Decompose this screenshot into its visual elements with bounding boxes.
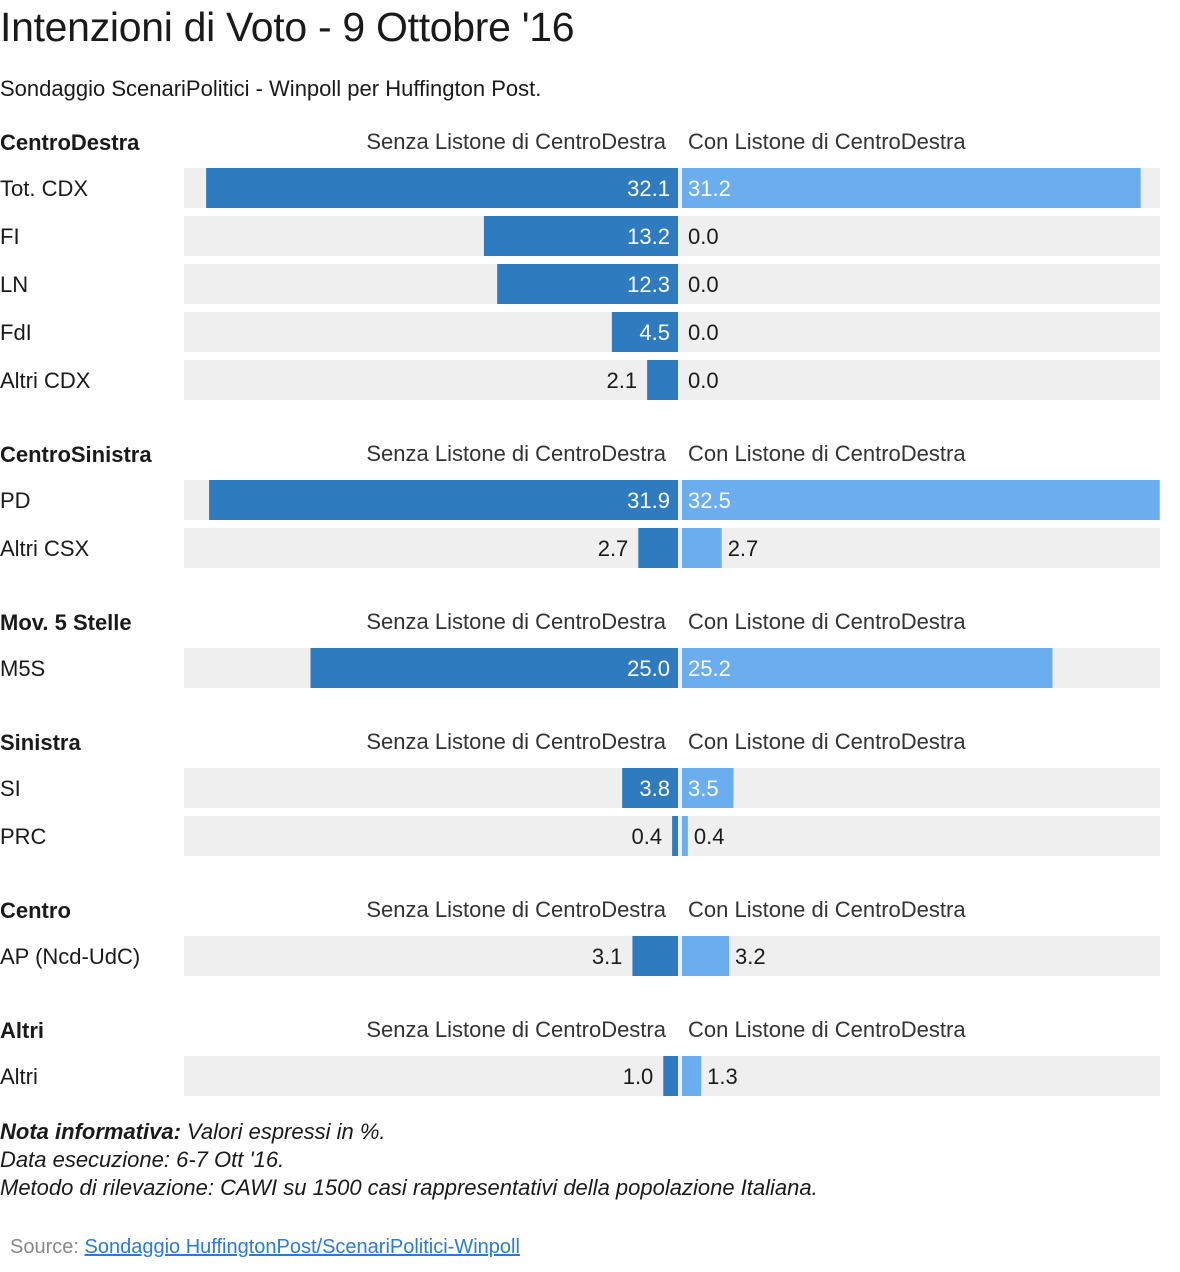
value-label-left: 31.9 — [627, 488, 670, 513]
source-link[interactable]: Sondaggio HuffingtonPost/ScenariPolitici… — [84, 1236, 520, 1258]
note-line1: Valori espressi in %. — [187, 1119, 386, 1144]
bar-track — [184, 816, 1160, 856]
row-label: Altri CDX — [0, 368, 91, 393]
group-label: Sinistra — [0, 730, 81, 755]
group-label: Centro — [0, 898, 71, 923]
value-label-right: 2.7 — [728, 536, 759, 561]
bar-left — [622, 768, 678, 808]
bar-left — [647, 360, 678, 400]
series-header-right: Con Listone di CentroDestra — [688, 897, 966, 922]
row-label: LN — [0, 272, 28, 297]
value-label-right: 0.0 — [688, 224, 719, 249]
bar-left — [206, 168, 678, 208]
value-label-left: 25.0 — [627, 656, 670, 681]
value-label-right: 0.0 — [688, 368, 719, 393]
series-header-left: Senza Listone di CentroDestra — [366, 609, 666, 634]
bar-left — [611, 312, 678, 352]
series-header-left: Senza Listone di CentroDestra — [366, 897, 666, 922]
bar-left — [632, 936, 678, 976]
bar-right — [682, 1056, 702, 1096]
value-label-left: 4.5 — [639, 320, 670, 345]
note-line2: Data esecuzione: 6-7 Ott '16. — [0, 1147, 285, 1172]
bar-right — [682, 768, 734, 808]
series-header-right: Con Listone di CentroDestra — [688, 1017, 966, 1042]
value-label-right: 1.3 — [707, 1064, 738, 1089]
bar-left — [310, 648, 678, 688]
info-note: Nota informativa: Valori espressi in %. … — [0, 1118, 818, 1202]
bar-right — [682, 168, 1141, 208]
value-label-right: 31.2 — [688, 176, 731, 201]
value-label-right: 3.2 — [735, 944, 766, 969]
row-label: SI — [0, 776, 21, 801]
bar-left — [483, 216, 678, 256]
value-label-right: 32.5 — [688, 488, 731, 513]
note-label: Nota informativa: — [0, 1119, 181, 1144]
value-label-left: 3.1 — [592, 944, 623, 969]
row-label: M5S — [0, 656, 45, 681]
value-label-left: 13.2 — [627, 224, 670, 249]
row-label: Tot. CDX — [0, 176, 88, 201]
note-line3: Metodo di rilevazione: CAWI su 1500 casi… — [0, 1175, 818, 1200]
value-label-right: 0.4 — [694, 824, 725, 849]
value-label-left: 3.8 — [639, 776, 670, 801]
series-header-left: Senza Listone di CentroDestra — [366, 729, 666, 754]
row-label: PRC — [0, 824, 47, 849]
bar-left — [638, 528, 678, 568]
value-label-left: 32.1 — [627, 176, 670, 201]
group-label: CentroDestra — [0, 130, 140, 155]
series-header-right: Con Listone di CentroDestra — [688, 129, 966, 154]
row-label: Altri CSX — [0, 536, 90, 561]
source-label: Source: — [10, 1236, 79, 1258]
series-header-right: Con Listone di CentroDestra — [688, 609, 966, 634]
value-label-left: 1.0 — [623, 1064, 654, 1089]
bar-right — [682, 936, 730, 976]
series-header-left: Senza Listone di CentroDestra — [366, 1017, 666, 1042]
butterfly-bar-chart: CentroDestra Senza Listone di CentroDestr… — [0, 129, 1160, 1096]
chart-title: Intenzioni di Voto - 9 Ottobre '16 — [0, 4, 575, 50]
row-label: Altri — [0, 1064, 38, 1089]
value-label-left: 0.4 — [632, 824, 663, 849]
value-label-left: 12.3 — [627, 272, 670, 297]
bar-left — [209, 480, 678, 520]
bar-right — [682, 480, 1160, 520]
value-label-right: 0.0 — [688, 272, 719, 297]
row-label: FI — [0, 224, 20, 249]
group-label: Altri — [0, 1018, 44, 1043]
bar-right — [682, 816, 688, 856]
bar-left — [672, 816, 678, 856]
bar-right — [682, 648, 1053, 688]
chart-subtitle: Sondaggio ScenariPolitici - Winpoll per … — [0, 76, 542, 101]
value-label-right: 25.2 — [688, 656, 731, 681]
value-label-left: 2.7 — [598, 536, 629, 561]
group-label: Mov. 5 Stelle — [0, 610, 132, 635]
group-label: CentroSinistra — [0, 442, 152, 467]
series-header-right: Con Listone di CentroDestra — [688, 729, 966, 754]
row-label: PD — [0, 488, 31, 513]
value-label-left: 2.1 — [607, 368, 638, 393]
series-header-left: Senza Listone di CentroDestra — [366, 441, 666, 466]
source-line: Source: Sondaggio HuffingtonPost/Scenari… — [10, 1236, 520, 1259]
value-label-right: 3.5 — [688, 776, 719, 801]
bar-right — [682, 528, 722, 568]
series-header-left: Senza Listone di CentroDestra — [366, 129, 666, 154]
row-label: FdI — [0, 320, 32, 345]
value-label-right: 0.0 — [688, 320, 719, 345]
bar-left — [663, 1056, 678, 1096]
series-header-right: Con Listone di CentroDestra — [688, 441, 966, 466]
bar-left — [497, 264, 678, 304]
row-label: AP (Ncd-UdC) — [0, 944, 140, 969]
